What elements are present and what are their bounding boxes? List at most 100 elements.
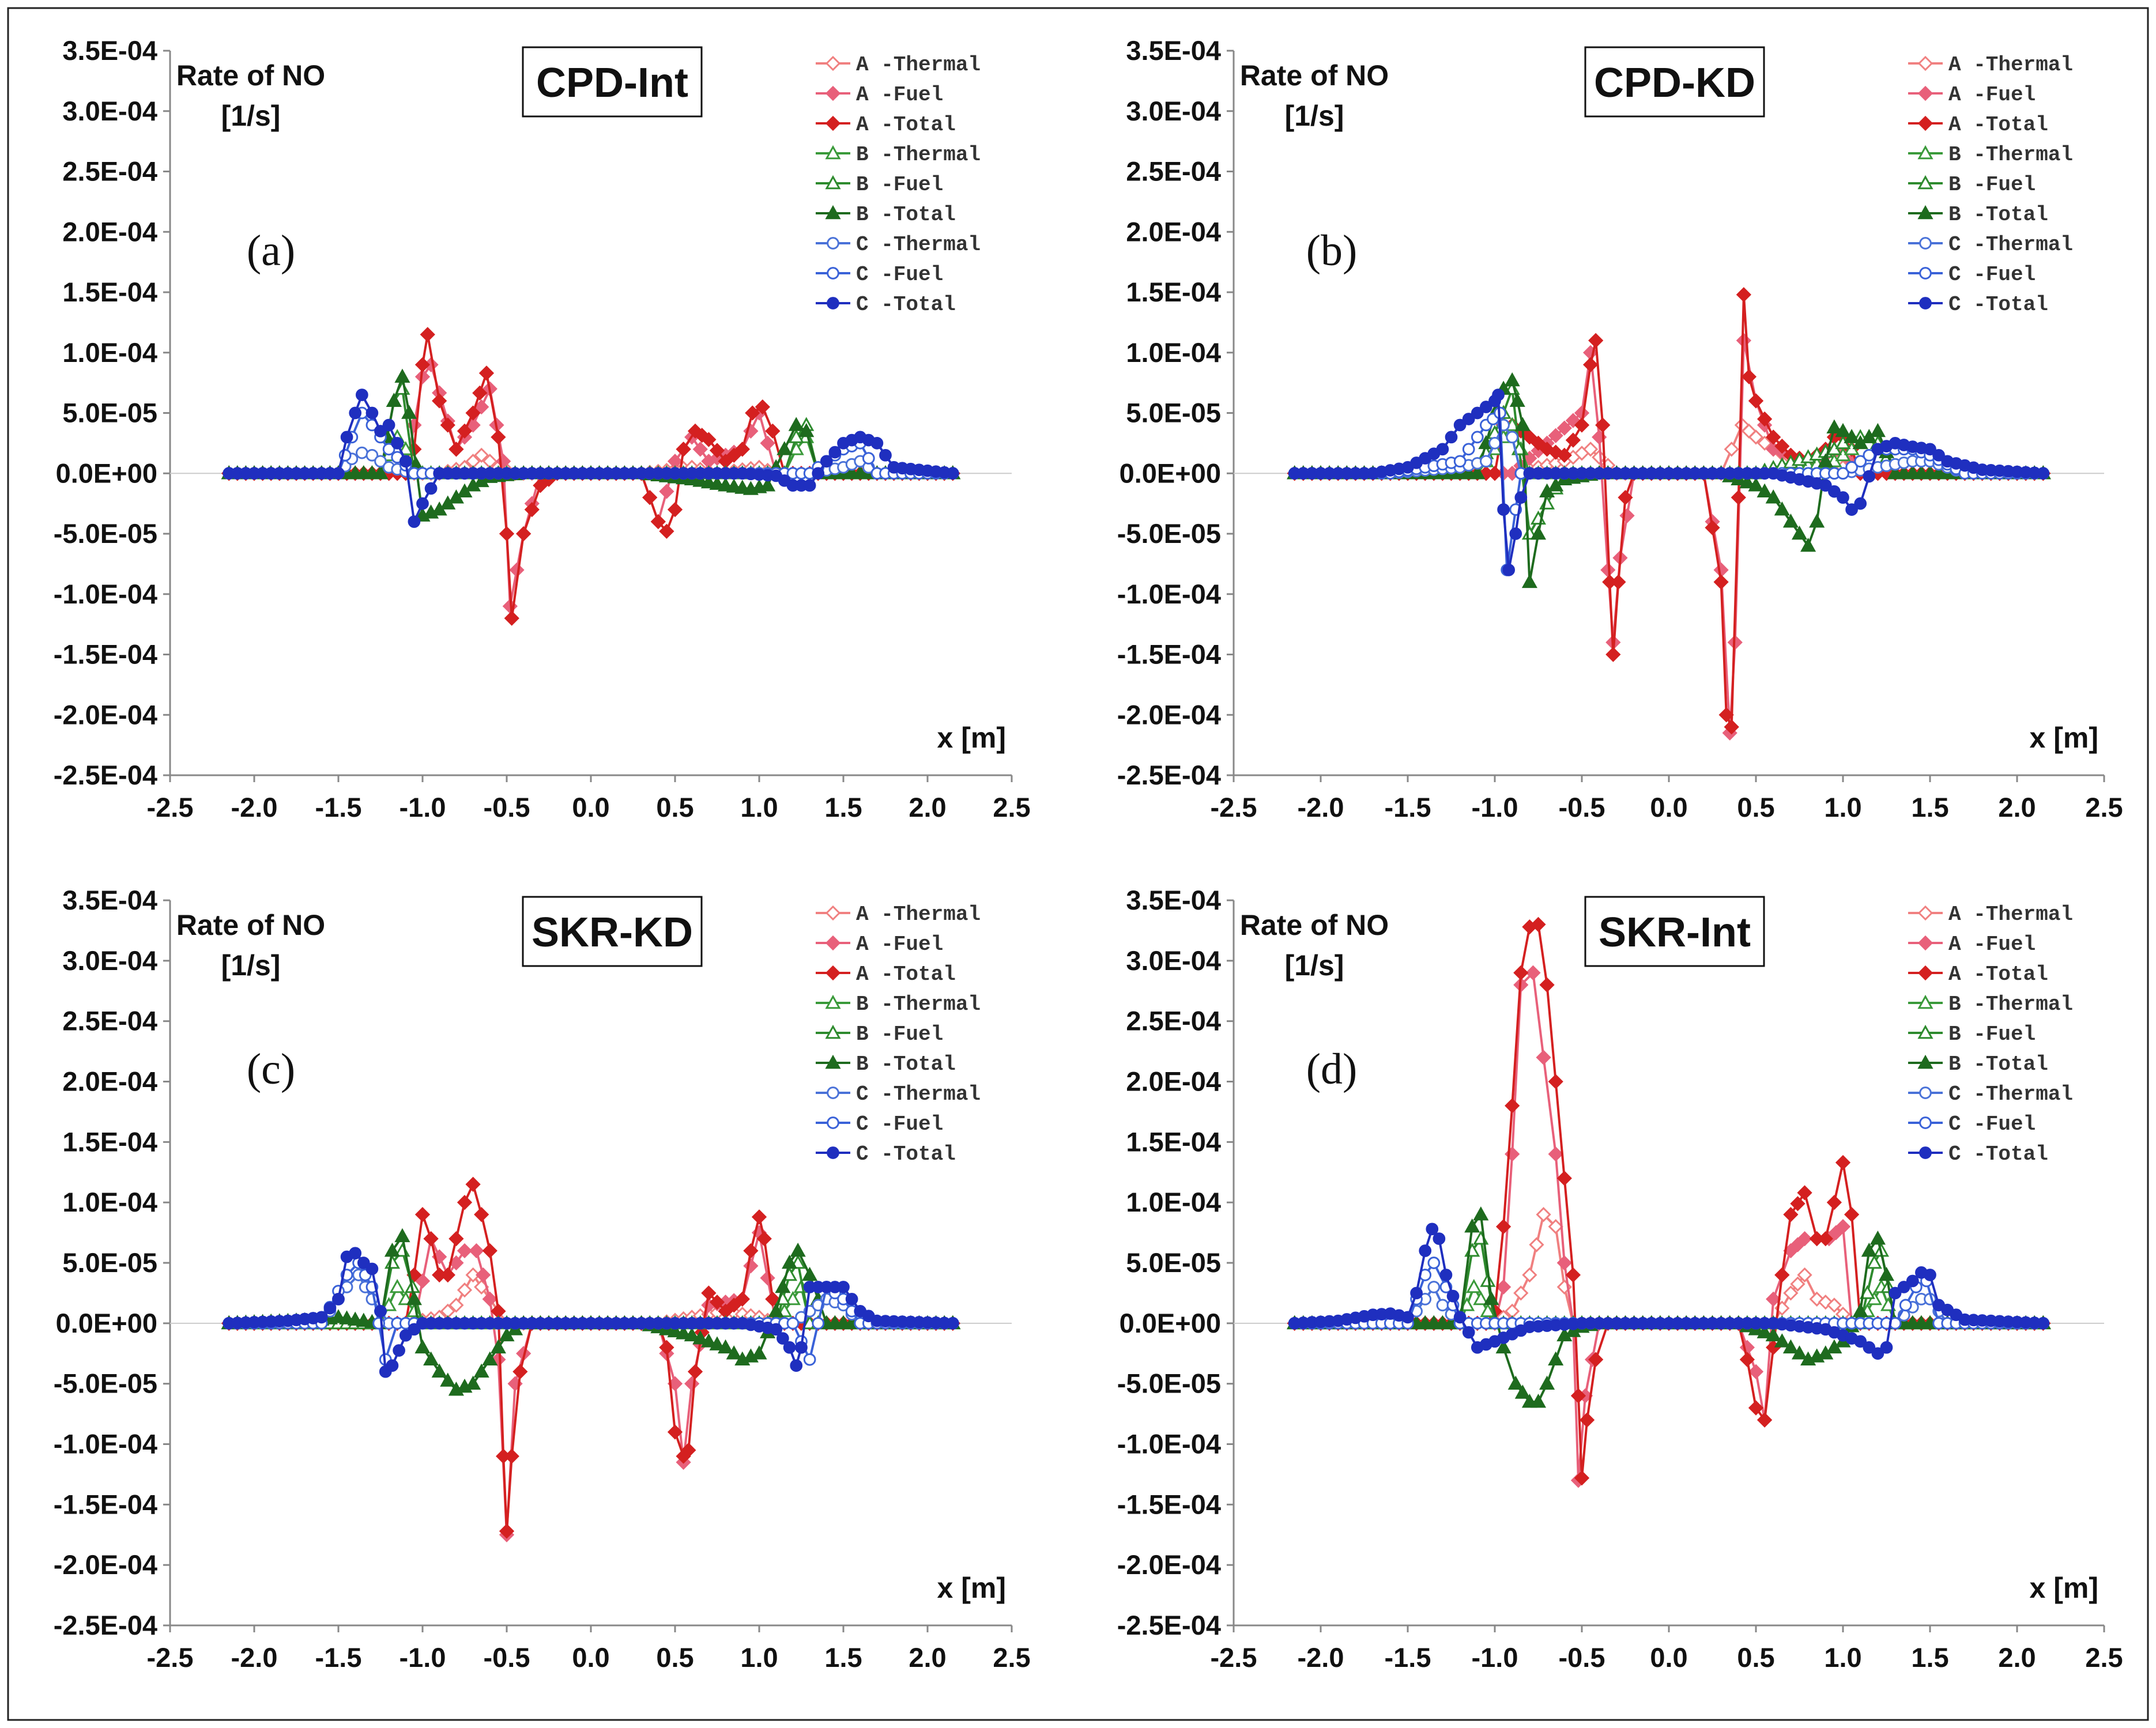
- data-point: [1845, 461, 1858, 474]
- data-point: [726, 1345, 742, 1360]
- chart-panel: 3.5E-04 3.0E-04 2.5E-04 2.0E-04 1.5E-04 1.0E-…: [54, 35, 1031, 823]
- legend-label: C -Fuel: [856, 1112, 943, 1136]
- legend-marker: [1917, 55, 1933, 71]
- y-tick-label: -2.0E-04: [54, 1549, 157, 1580]
- series-line: [1294, 379, 2044, 583]
- y-tick-label: -2.0E-04: [54, 699, 157, 730]
- data-point: [1757, 483, 1773, 497]
- legend-marker: [825, 205, 841, 220]
- x-tick-label: 1.5: [1911, 792, 1948, 823]
- data-point: [1595, 417, 1611, 433]
- y-axis-title: Rate of NO: [176, 59, 325, 92]
- data-point: [1826, 419, 1842, 433]
- chart-panel: 3.5E-04 3.0E-04 2.5E-04 2.0E-04 1.5E-04 1.0E-…: [1117, 35, 2123, 823]
- data-point: [1854, 1335, 1867, 1348]
- y-tick-label: 3.0E-04: [1126, 945, 1221, 976]
- y-tick-label: -1.0E-04: [54, 1429, 157, 1459]
- data-point: [391, 437, 404, 450]
- data-point: [676, 1325, 692, 1340]
- data-point: [382, 443, 395, 456]
- data-point: [1556, 1171, 1572, 1186]
- y-axis-unit: [1/s]: [221, 949, 281, 982]
- legend-marker: [1917, 1054, 1933, 1069]
- chart-panel: 3.5E-04 3.0E-04 2.5E-04 2.0E-04 1.5E-04 1.0E-…: [1117, 885, 2123, 1673]
- data-point: [1436, 443, 1449, 456]
- data-point: [718, 477, 734, 492]
- x-tick-label: 0.5: [1737, 792, 1774, 823]
- legend-marker: [1919, 1116, 1932, 1129]
- data-point: [472, 385, 488, 401]
- data-point: [687, 1364, 703, 1379]
- data-point: [1774, 438, 1790, 454]
- data-point: [1861, 1242, 1877, 1257]
- data-point: [1531, 916, 1546, 933]
- data-point: [1556, 420, 1572, 436]
- data-point: [1844, 1207, 1860, 1223]
- y-axis-title: Rate of NO: [1240, 59, 1389, 92]
- data-point: [457, 1243, 473, 1259]
- data-point: [1446, 1289, 1460, 1303]
- y-tick-label: 2.0E-04: [1126, 216, 1221, 247]
- y-tick-label: -5.0E-05: [1117, 518, 1221, 549]
- data-point: [420, 327, 435, 342]
- data-point: [1464, 1218, 1480, 1233]
- legend-label: C -Thermal: [1948, 1082, 2073, 1106]
- data-point: [2037, 1316, 2050, 1330]
- data-point: [499, 1523, 515, 1539]
- data-point: [1765, 1327, 1781, 1342]
- legend-marker: [825, 115, 841, 131]
- y-tick-label: 1.0E-04: [62, 1187, 157, 1217]
- legend-marker: [1919, 237, 1932, 250]
- data-point: [465, 1176, 481, 1192]
- x-tick-label: -1.5: [315, 792, 362, 823]
- data-point: [1748, 1400, 1764, 1416]
- data-point: [1514, 1384, 1531, 1399]
- data-point: [1705, 520, 1720, 535]
- series-line: [229, 394, 953, 523]
- data-point: [1436, 1299, 1449, 1312]
- data-point: [1453, 455, 1467, 468]
- data-point: [394, 1228, 410, 1243]
- data-point: [465, 1375, 481, 1390]
- data-point: [490, 1339, 506, 1354]
- data-point: [760, 1270, 775, 1286]
- x-tick-label: 0.0: [572, 792, 609, 823]
- data-point: [1509, 527, 1522, 540]
- legend-marker: [1917, 1024, 1933, 1039]
- legend-marker: [825, 905, 841, 921]
- data-point: [802, 1266, 818, 1281]
- legend-label: A -Thermal: [856, 53, 981, 77]
- series-line: [1294, 412, 2044, 571]
- y-tick-label: -1.5E-04: [54, 1489, 157, 1519]
- legend-label: B -Fuel: [856, 1023, 943, 1046]
- legend-label: B -Total: [1948, 203, 2048, 227]
- data-point: [1878, 1266, 1895, 1281]
- legend-marker: [827, 237, 839, 250]
- data-point: [803, 1353, 816, 1366]
- data-point: [1713, 574, 1729, 590]
- data-point: [1480, 455, 1492, 468]
- legend-marker: [825, 994, 841, 1009]
- legend-marker: [825, 935, 841, 951]
- y-tick-label: -1.5E-04: [54, 639, 157, 670]
- x-tick-label: 0.0: [1650, 1642, 1687, 1673]
- chart-title: CPD-KD: [1594, 60, 1755, 106]
- y-axis-title: Rate of NO: [1240, 909, 1389, 941]
- legend-label: B -Fuel: [1948, 1023, 2036, 1046]
- series-line: [229, 387, 953, 475]
- data-point: [1783, 1207, 1799, 1223]
- y-tick-label: 2.0E-04: [1126, 1066, 1221, 1097]
- data-point: [1924, 443, 1936, 456]
- data-point: [414, 1273, 431, 1289]
- legend-label: C -Total: [856, 1142, 956, 1166]
- data-point: [755, 399, 770, 415]
- data-point: [1791, 525, 1808, 540]
- data-point: [790, 1359, 803, 1372]
- data-point: [783, 1341, 796, 1354]
- data-point: [2037, 467, 2050, 480]
- y-tick-label: 3.0E-04: [62, 96, 157, 126]
- legend-label: B -Thermal: [856, 993, 981, 1016]
- data-point: [1748, 393, 1764, 409]
- legend-label: A -Total: [856, 113, 956, 137]
